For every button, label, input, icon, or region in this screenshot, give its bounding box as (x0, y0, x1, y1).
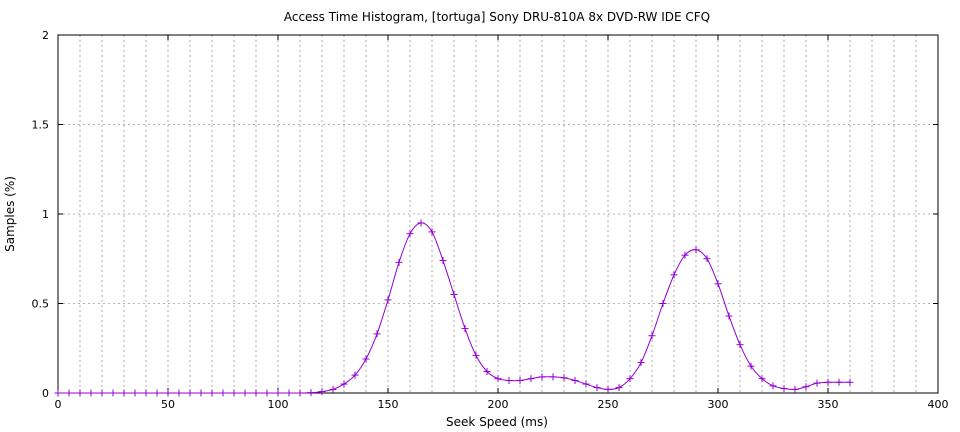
data-point (769, 382, 777, 390)
y-tick-label: 1 (42, 208, 49, 221)
data-point (87, 389, 95, 397)
data-point (285, 389, 293, 397)
axis-ticks: 0 50 100 150 200 250 300 350 400 0 0.5 1 1.5 2 (32, 29, 949, 411)
data-point (362, 355, 370, 363)
data-point (142, 389, 150, 397)
y-axis-label: Samples (%) (3, 176, 17, 252)
x-axis-label: Seek Speed (ms) (446, 415, 548, 429)
data-point (450, 291, 458, 299)
data-point (648, 332, 656, 340)
data-point (395, 258, 403, 266)
x-tick-label: 200 (488, 398, 509, 411)
data-point (736, 341, 744, 349)
data-point (835, 378, 843, 386)
data-point (263, 389, 271, 397)
data-point (406, 230, 414, 238)
data-point (318, 388, 326, 396)
data-point (692, 246, 700, 254)
data-point (307, 389, 315, 397)
data-point (560, 374, 568, 382)
data-point (725, 312, 733, 320)
x-tick-label: 150 (378, 398, 399, 411)
data-point (593, 384, 601, 392)
series (54, 219, 854, 397)
x-tick-label: 400 (928, 398, 949, 411)
data-point (461, 325, 469, 333)
data-point (65, 389, 73, 397)
data-point (54, 389, 62, 397)
data-point (758, 375, 766, 383)
y-tick-label: 0 (42, 387, 49, 400)
data-point (439, 257, 447, 265)
x-tick-label: 0 (55, 398, 62, 411)
data-point (714, 280, 722, 288)
data-point (428, 228, 436, 236)
chart-title: Access Time Histogram, [tortuga] Sony DR… (284, 10, 710, 24)
data-point (681, 251, 689, 259)
y-tick-label: 2 (42, 29, 49, 42)
data-point (813, 379, 821, 387)
data-point (164, 389, 172, 397)
data-point (296, 389, 304, 397)
data-point (670, 271, 678, 279)
data-point (703, 255, 711, 263)
y-tick-label: 0.5 (32, 298, 50, 311)
data-point (615, 384, 623, 392)
data-point (109, 389, 117, 397)
data-point (252, 389, 260, 397)
data-point (76, 389, 84, 397)
data-point (329, 385, 337, 393)
data-point (516, 376, 524, 384)
data-point (340, 380, 348, 388)
data-point (747, 362, 755, 370)
data-point (131, 389, 139, 397)
x-tick-label: 300 (708, 398, 729, 411)
data-point (604, 385, 612, 393)
data-point (208, 389, 216, 397)
data-point (582, 380, 590, 388)
data-point (505, 376, 513, 384)
data-point (175, 389, 183, 397)
data-point (219, 389, 227, 397)
grid (58, 35, 938, 393)
x-tick-label: 100 (268, 398, 289, 411)
data-point (494, 375, 502, 383)
data-point (637, 359, 645, 367)
data-point (472, 351, 480, 359)
data-point (98, 389, 106, 397)
data-point (230, 389, 238, 397)
x-tick-label: 50 (161, 398, 175, 411)
data-point (120, 389, 128, 397)
data-point (197, 389, 205, 397)
data-point (659, 300, 667, 307)
data-point (351, 371, 359, 379)
data-point (241, 389, 249, 397)
data-point (153, 389, 161, 397)
data-point (780, 385, 788, 393)
data-point (483, 368, 491, 376)
data-point (417, 219, 425, 227)
data-point (186, 389, 194, 397)
data-point (626, 375, 634, 383)
x-tick-label: 250 (598, 398, 619, 411)
data-point (791, 385, 799, 393)
data-point (571, 376, 579, 384)
data-point (274, 389, 282, 397)
series-line (58, 222, 850, 394)
data-point (538, 373, 546, 381)
x-tick-label: 350 (818, 398, 839, 411)
data-point (549, 373, 557, 381)
y-tick-label: 1.5 (32, 119, 50, 132)
data-point (527, 375, 535, 383)
data-point (824, 378, 832, 386)
data-point (384, 296, 392, 304)
data-point (846, 378, 854, 386)
data-point (802, 383, 810, 391)
data-point (373, 330, 381, 338)
